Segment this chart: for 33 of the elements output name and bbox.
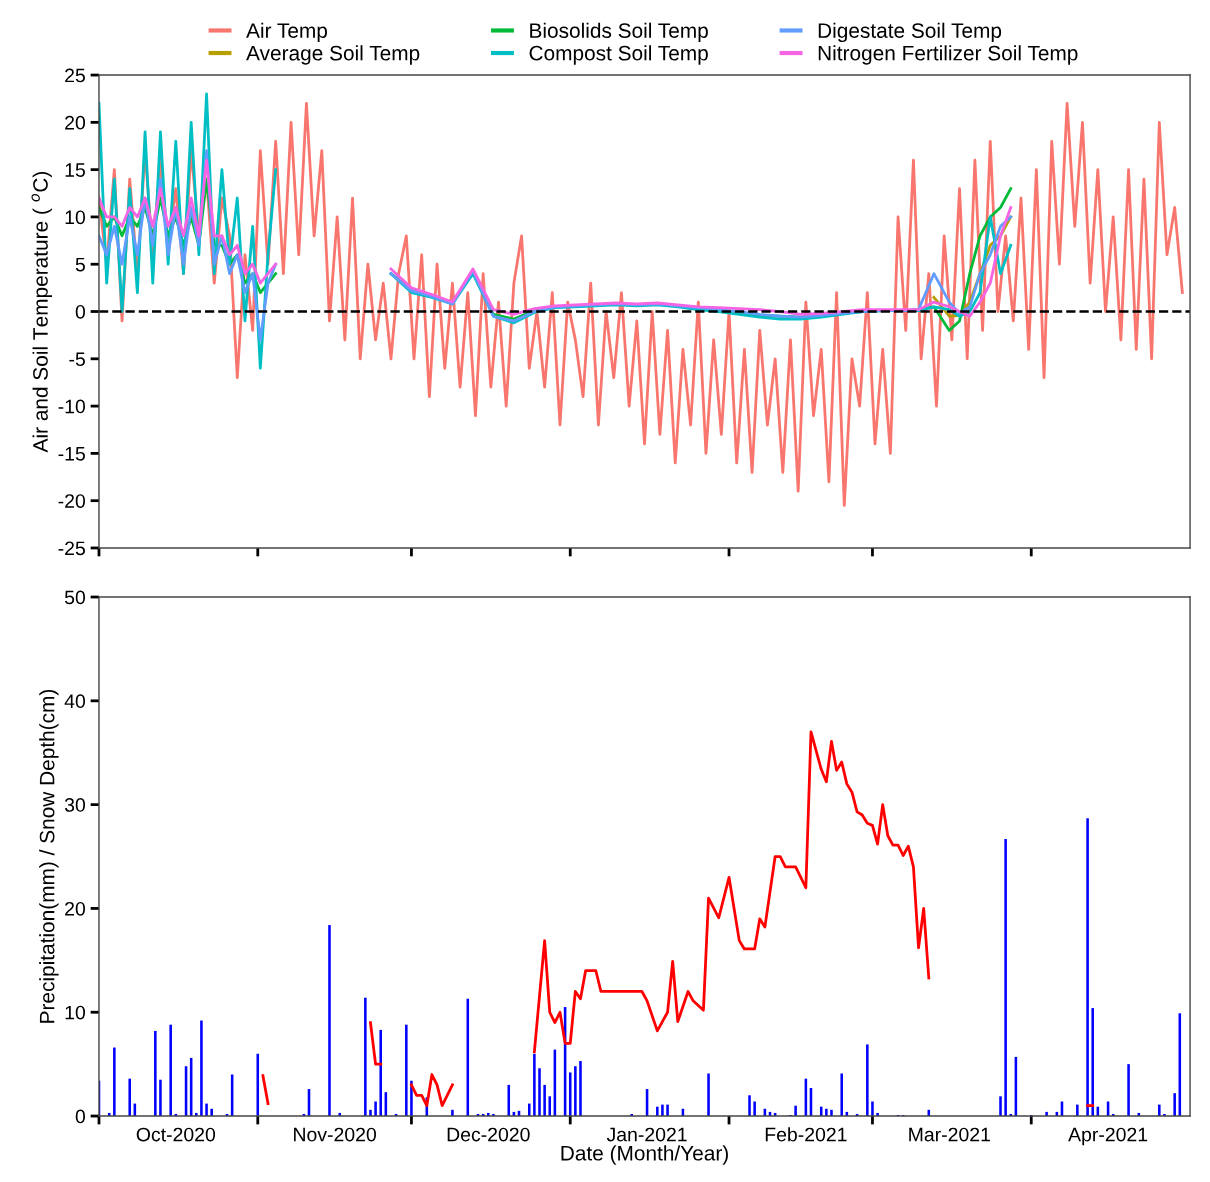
y-tick-label: 20 [65,115,86,130]
x-tick-label: Mar-2021 [909,1127,990,1142]
y-tick-label: 5 [75,257,85,272]
x-tick-label: Feb-2021 [765,1127,847,1142]
x-axis-title: Date (Month/Year) [561,1145,728,1165]
legend-label: Average Soil Temp [246,45,420,65]
y-tick-label: 50 [64,590,86,605]
y-tick-label: -10 [58,399,86,414]
y-tick-label: -5 [69,352,85,367]
y-tick-label: 30 [64,798,86,812]
y-tick-label: -25 [58,541,85,556]
x-tick-label: Nov-2020 [294,1127,376,1142]
y-axis-title: Precipitation(mm) / Snow Depth(cm) [39,689,59,1023]
x-tick-label: Jan-2021 [606,1127,687,1142]
y-tick-label: 10 [65,210,86,225]
y-tick-label: -15 [58,447,85,461]
legend-label: Air Temp [246,22,328,43]
x-tick-label: Oct-2020 [136,1127,216,1142]
y-axis-title: Air and Soil Temperature ( $^{o}$C) [31,171,52,453]
y-tick-label: 25 [65,68,85,83]
y-tick-label: 15 [65,163,85,177]
legend-label: Biosolids Soil Temp [530,22,708,43]
y-tick-label: -20 [58,494,86,508]
legend-label: Digestate Soil Temp [818,22,1002,43]
y-tick-label: 0 [75,304,86,319]
legend-label: Compost Soil Temp [529,45,708,65]
y-tick-label: 10 [65,1005,86,1020]
x-tick-label: Dec-2020 [447,1127,530,1142]
y-tick-label: 0 [75,1109,86,1124]
y-tick-label: 20 [65,901,86,916]
x-tick-label: Apr-2021 [1068,1127,1148,1146]
y-tick-label: 40 [64,694,86,709]
legend-label: Nitrogen Fertilizer Soil Temp [818,45,1078,65]
